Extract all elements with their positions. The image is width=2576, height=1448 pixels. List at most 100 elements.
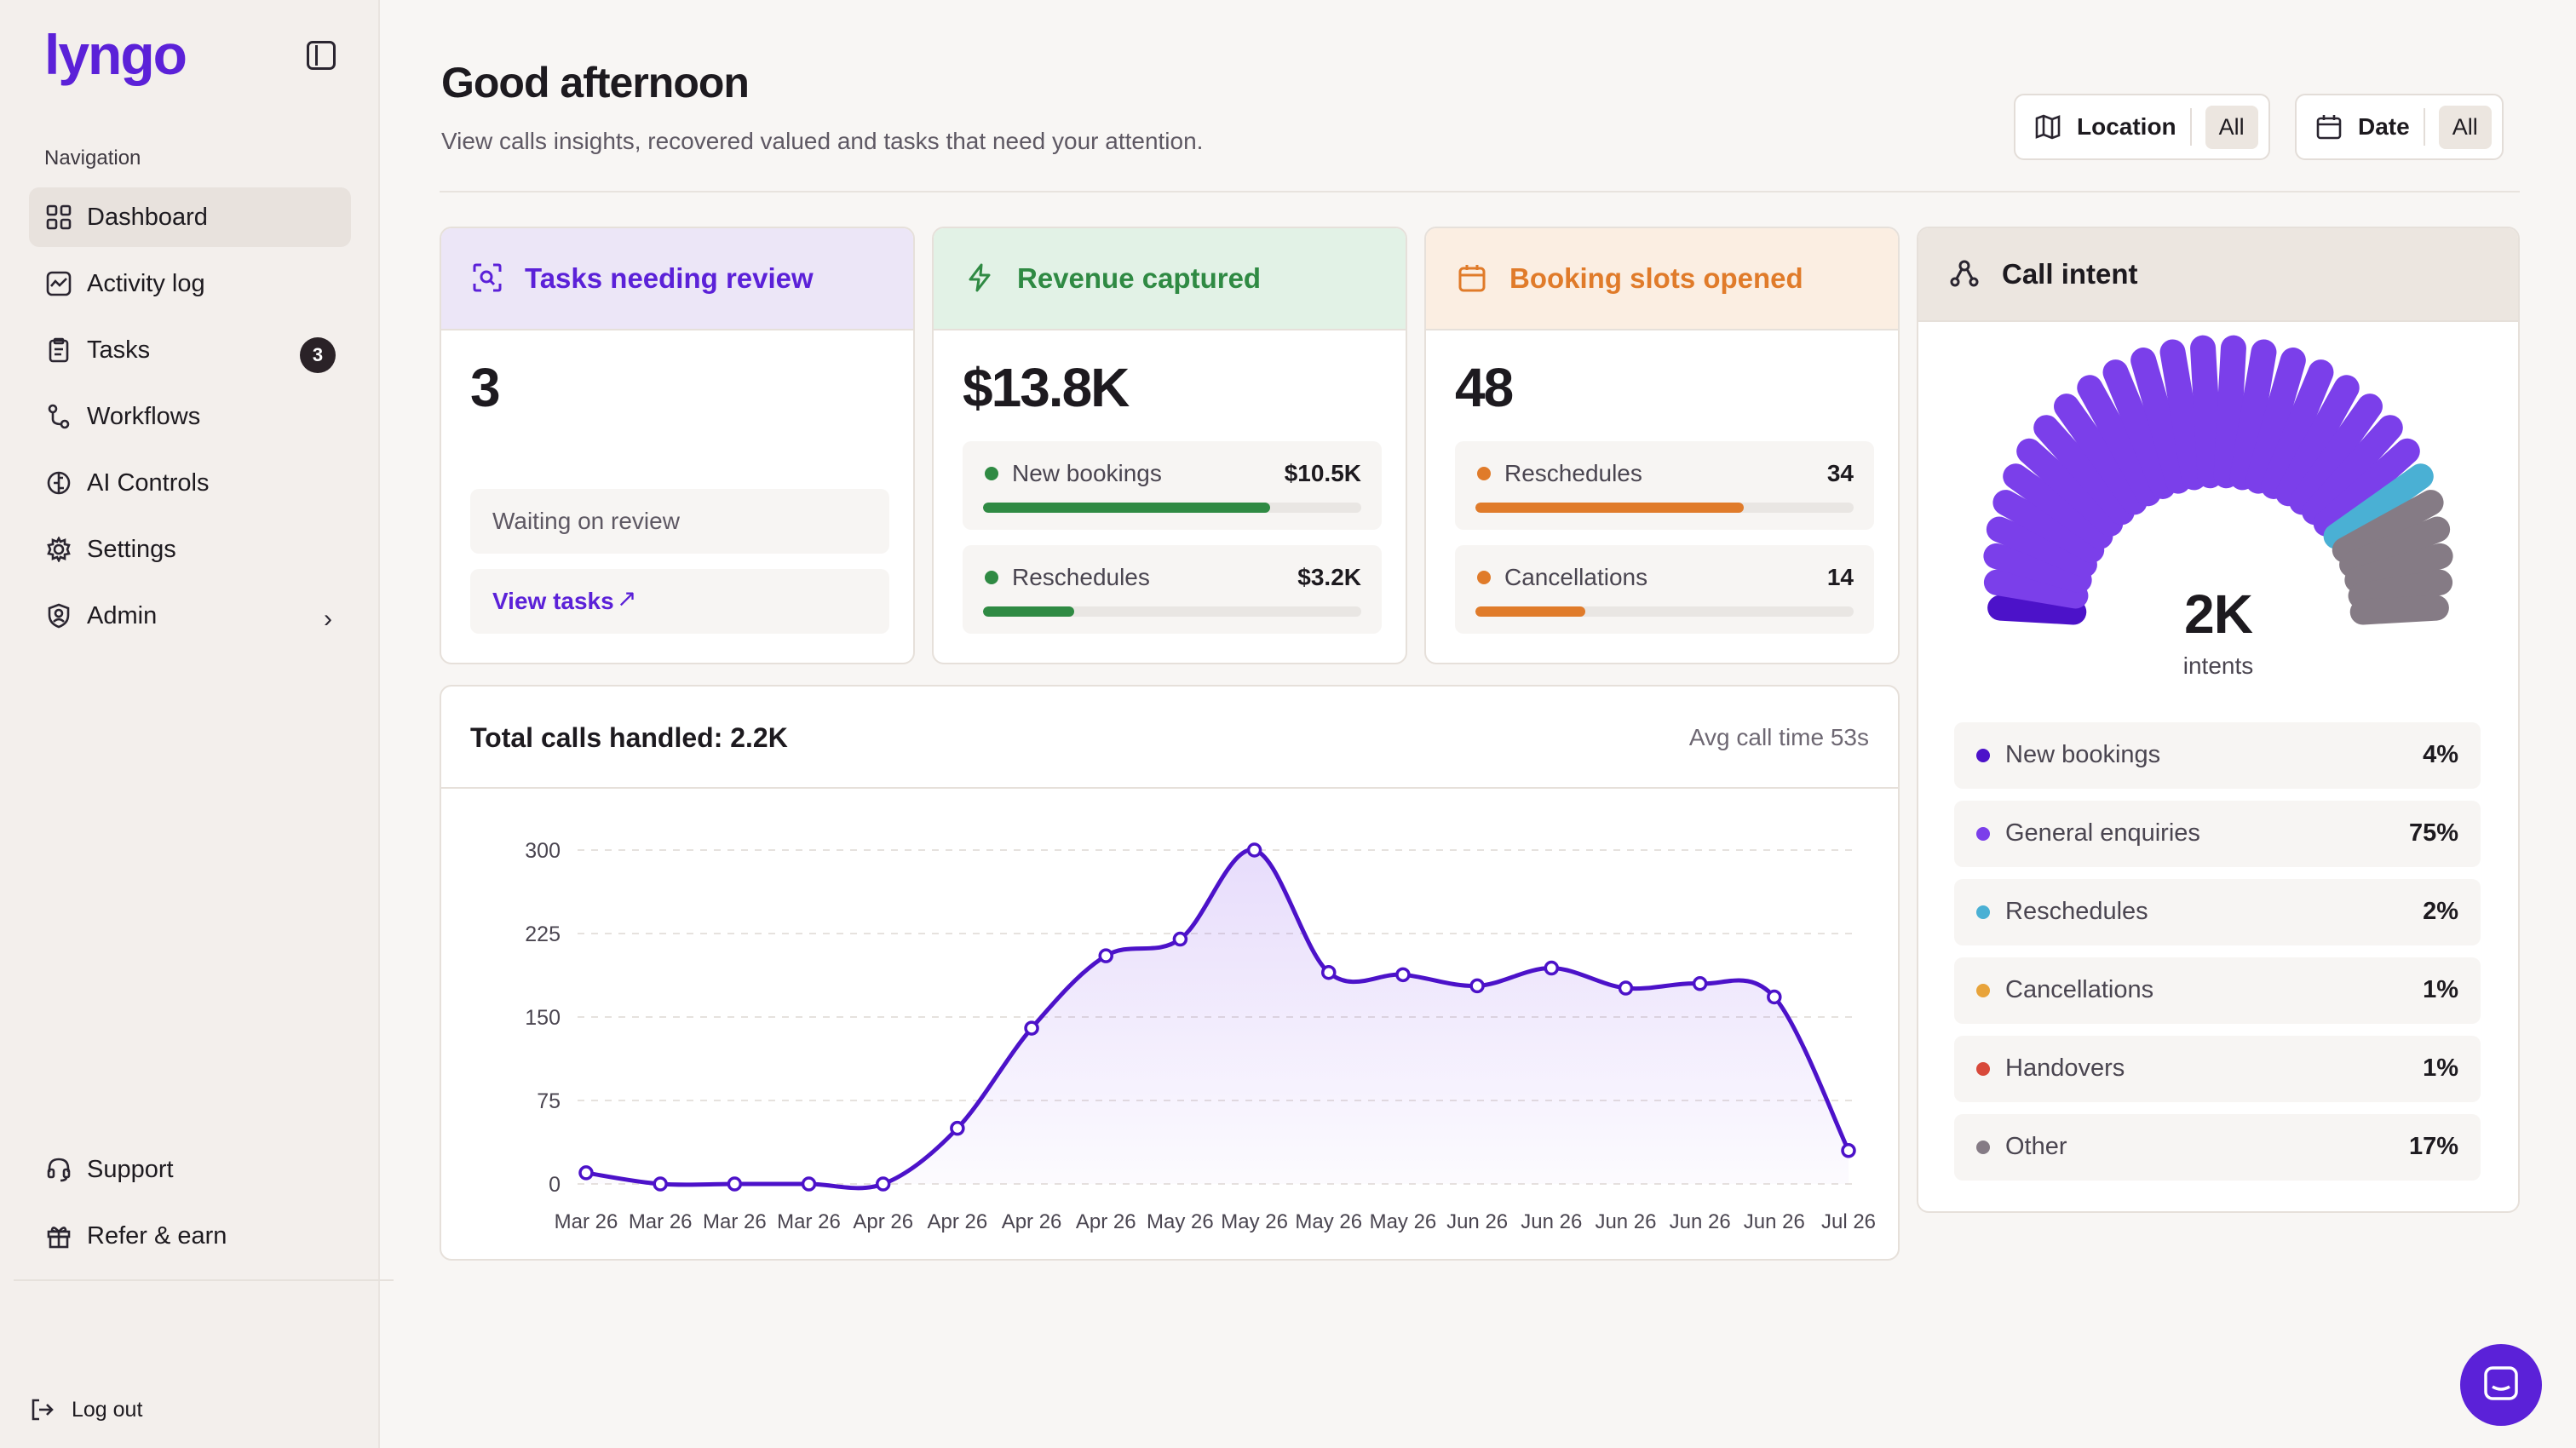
x-tick-label: Jun 26 [1670,1210,1731,1233]
legend-dot [1976,984,1990,997]
sidebar-item-label: Activity log [87,269,205,297]
revenue-card-header: Revenue captured [934,228,1406,330]
intent-value: 75% [2408,819,2458,847]
calendar-check-icon [1457,262,1489,295]
sidebar-item-dashboard[interactable]: Dashboard [29,187,351,247]
intent-label: Handovers [2005,1054,2125,1082]
sidebar-item-label: Tasks [87,336,151,364]
sidebar-item-support[interactable]: Support [29,1140,351,1199]
intent-card-header: Call intent [1918,228,2518,322]
tasks-card-header: Tasks needing review [441,228,913,330]
progress-fill [1475,606,1585,617]
gauge-segment [2344,543,2453,593]
logout-button[interactable]: Log out [29,1397,142,1422]
sidebar-item-label: Workflows [87,402,201,430]
gauge-segment [1983,569,2089,609]
page-subtitle: View calls insights, recovered valued an… [441,128,1204,154]
data-point [1321,964,1337,980]
location-filter[interactable]: Location All [2014,94,2270,160]
data-point [875,1176,891,1192]
gauge-segment [2275,375,2360,507]
header-divider [440,191,2520,192]
sidebar-item-ai-controls[interactable]: AI Controls [29,453,351,513]
legend-dot [1976,905,1990,919]
intent-label: General enquiries [2005,819,2200,847]
arrow-up-right-icon: ↗ [617,585,637,612]
calendar-icon [2315,113,2343,141]
x-tick-label: Jun 26 [1744,1210,1805,1233]
y-tick-label: 0 [549,1173,561,1197]
intent-row-other: Other 17% [1954,1114,2481,1181]
gauge-segment [1987,595,2087,625]
x-tick-label: May 26 [1147,1210,1214,1233]
intent-value: 17% [2408,1133,2458,1160]
gauge-segment [2302,415,2403,526]
map-icon [2034,113,2061,141]
sidebar-toggle-icon[interactable] [307,41,336,70]
gauge-segment [2313,438,2420,537]
gauge-segment [2229,339,2277,491]
location-filter-value[interactable]: All [2205,105,2258,149]
sidebar-item-activity-log[interactable]: Activity log [29,254,351,313]
data-point [1692,976,1708,991]
date-filter-label: Date [2358,113,2410,140]
gauge-segment [1986,516,2097,577]
logout-label: Log out [72,1397,143,1422]
grid-icon [44,203,73,232]
status-dot [985,571,998,584]
area-fill [586,849,1849,1188]
gift-icon [44,1221,73,1250]
intent-value: 4% [2423,741,2458,768]
revenue-card: Revenue captured $13.8K New bookings $10… [932,227,1407,664]
x-tick-label: Apr 26 [1076,1210,1136,1233]
gauge-segment [2190,335,2223,489]
data-point [1767,989,1782,1005]
booking-row-cancellations: Cancellations 14 [1455,545,1874,634]
gauge-segment [2213,335,2246,489]
chat-support-button[interactable] [2460,1344,2542,1426]
location-filter-label: Location [2077,113,2176,140]
y-tick-label: 300 [525,839,561,863]
status-dot [1477,467,1491,480]
x-tick-label: Apr 26 [1002,1210,1062,1233]
revenue-row-value: $10.5K [1284,460,1361,486]
view-tasks-label: View tasks [492,588,614,614]
data-point [801,1176,817,1192]
x-tick-label: Jul 26 [1821,1210,1876,1233]
view-tasks-link[interactable]: View tasks ↗ [470,569,889,634]
sidebar-item-label: Admin [87,601,158,629]
intent-unit: intents [2182,652,2254,679]
sidebar-item-admin[interactable]: Admin › [29,586,351,646]
sidebar-item-settings[interactable]: Settings [29,520,351,579]
nav-heading: Navigation [44,147,141,170]
progress-track [1475,606,1854,617]
sidebar-item-refer-earn[interactable]: Refer & earn [29,1206,351,1266]
booking-slots-card: Booking slots opened 48 Reschedules 34 C… [1424,227,1900,664]
x-tick-label: Apr 26 [928,1210,988,1233]
x-tick-label: Apr 26 [853,1210,913,1233]
sidebar-item-tasks[interactable]: Tasks 3 [29,320,351,380]
gauge-segment [2332,490,2444,563]
intent-gauge-chart [1983,335,2453,625]
data-point [578,1165,594,1181]
progress-fill [1475,503,1745,513]
shield-user-icon [44,601,73,630]
date-filter[interactable]: Date All [2295,94,2504,160]
date-filter-value[interactable]: All [2438,105,2492,149]
booking-row-label: Cancellations [1504,564,1648,590]
progress-fill [983,503,1271,513]
intent-value: 2% [2423,898,2458,925]
legend-dot [1976,827,1990,841]
chevron-right-icon: › [324,605,332,633]
gauge-segment [2323,463,2434,549]
app-logo[interactable]: lyngo [44,23,187,86]
gauge-segment [2102,359,2176,499]
sidebar-bottom-nav: Support Refer & earn [29,1140,351,1273]
sidebar-item-workflows[interactable]: Workflows [29,387,351,446]
sidebar-item-label: Refer & earn [87,1221,227,1250]
progress-fill [983,606,1074,617]
data-point [1544,960,1560,976]
revenue-row-label: New bookings [1012,460,1162,486]
revenue-row-new-bookings: New bookings $10.5K [963,441,1382,530]
tasks-review-card: Tasks needing review 3 Waiting on review… [440,227,915,664]
